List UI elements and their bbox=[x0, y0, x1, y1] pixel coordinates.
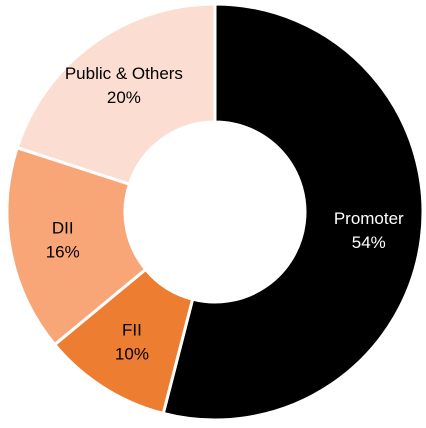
slice-label: Promoter bbox=[334, 209, 404, 228]
slice-value-label: 16% bbox=[46, 243, 80, 262]
donut-slice bbox=[5, 145, 148, 347]
slice-label: FII bbox=[122, 320, 142, 339]
slice-value-label: 20% bbox=[107, 88, 141, 107]
slice-label: DII bbox=[52, 219, 74, 238]
slice-value-label: 10% bbox=[115, 344, 149, 363]
slice-label: Public & Others bbox=[65, 64, 183, 83]
slice-value-label: 54% bbox=[352, 233, 386, 252]
donut-slice bbox=[15, 2, 217, 187]
donut-slice bbox=[161, 2, 425, 422]
